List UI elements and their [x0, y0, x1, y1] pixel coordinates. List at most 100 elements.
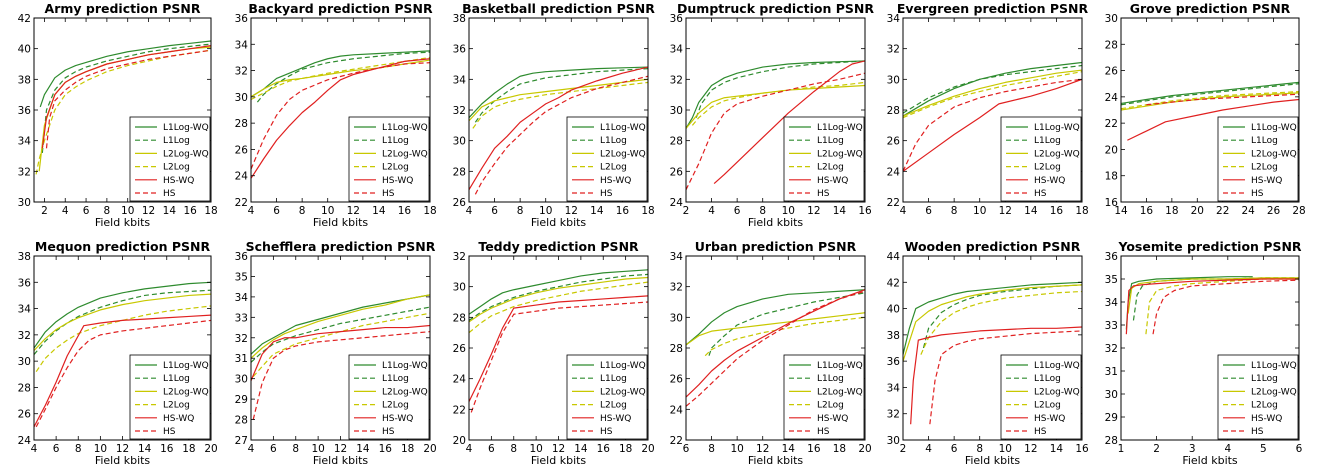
legend-label: L1Log — [600, 136, 627, 146]
y-tick-label: 28 — [453, 312, 466, 324]
legend-label: HS-WQ — [382, 414, 413, 424]
legend-label: L2Log — [817, 163, 844, 173]
y-tick-label: 30 — [670, 105, 683, 117]
y-tick-label: 30 — [1105, 13, 1118, 25]
y-tick-label: 26 — [18, 409, 32, 421]
x-tick-label: 4 — [62, 205, 69, 217]
y-tick-label: 32 — [18, 166, 31, 178]
legend-label: L2Log-WQ — [817, 149, 863, 159]
y-tick-label: 35 — [235, 271, 248, 283]
y-tick-label: 26 — [887, 136, 901, 148]
legend-box — [783, 354, 865, 440]
legend-label: L1Log — [382, 136, 409, 146]
legend-label: HS-WQ — [1034, 176, 1065, 186]
y-tick-label: 22 — [453, 404, 466, 416]
legend-label: HS — [382, 189, 395, 199]
legend: L1Log-WQ L1Log L2Log-WQ L2Log HS-WQ HS — [566, 116, 648, 202]
x-tick-label: 18 — [423, 205, 436, 217]
legend-label: HS — [382, 427, 395, 437]
x-tick-label: 6 — [734, 205, 741, 217]
x-tick-label: 8 — [708, 443, 715, 455]
y-tick-label: 30 — [670, 312, 683, 324]
legend-label: HS-WQ — [817, 414, 848, 424]
y-tick-label: 38 — [18, 251, 31, 263]
series-line-l2log-wq — [1121, 92, 1299, 111]
x-tick-label: 10 — [311, 443, 324, 455]
legend-box — [783, 116, 865, 202]
x-tick-label: 14 — [356, 443, 370, 455]
x-tick-label: 14 — [163, 205, 177, 217]
series-line-hs — [470, 301, 648, 413]
x-tick-label: 10 — [539, 205, 552, 217]
legend-label: L2Log — [1034, 401, 1061, 411]
chart-title: Basketball prediction PSNR — [462, 1, 655, 16]
y-tick-label: 30 — [18, 197, 31, 209]
x-tick-label: 14 — [1050, 443, 1064, 455]
chart-title: Mequon prediction PSNR — [35, 239, 211, 254]
series-line-l2log-wq — [686, 312, 865, 346]
y-tick-label: 34 — [887, 13, 901, 25]
legend-label: L1Log-WQ — [163, 123, 209, 133]
y-tick-label: 24 — [887, 166, 901, 178]
y-tick-label: 32 — [18, 330, 31, 342]
series-line-hs-wq — [686, 289, 865, 398]
x-tick-label: 18 — [204, 205, 217, 217]
x-tick-label: 14 — [833, 205, 847, 217]
y-tick-label: 32 — [887, 44, 900, 56]
x-tick-label: 10 — [973, 205, 986, 217]
legend-label: HS — [163, 189, 176, 199]
y-tick-label: 29 — [235, 394, 248, 406]
series-group — [903, 281, 1082, 425]
series-line-l1log — [41, 43, 211, 153]
series-line-l1log — [474, 68, 648, 123]
series-group — [903, 61, 1082, 172]
y-tick-label: 30 — [453, 282, 466, 294]
y-tick-label: 38 — [887, 330, 900, 342]
legend: L1Log-WQ L1Log L2Log-WQ L2Log HS-WQ HS — [1217, 116, 1299, 202]
legend-label: L2Log — [600, 163, 627, 173]
y-tick-label: 34 — [18, 304, 32, 316]
x-axis-label: Field kbits — [531, 454, 587, 467]
series-line-hs — [474, 75, 648, 195]
x-axis-label: Field kbits — [748, 454, 804, 467]
legend-label: L1Log-WQ — [817, 123, 863, 133]
legend-label: L1Log-WQ — [1034, 361, 1080, 371]
y-tick-label: 44 — [887, 251, 901, 263]
series-line-l1log-wq — [903, 281, 1082, 355]
y-tick-label: 28 — [670, 343, 683, 355]
x-tick-label: 8 — [104, 205, 111, 217]
x-tick-label: 22 — [1216, 205, 1229, 217]
series-line-l1log-wq — [39, 40, 211, 108]
chart-title: Schefflera prediction PSNR — [246, 239, 436, 254]
series-line-hs-wq — [1127, 98, 1299, 141]
series-group — [251, 294, 430, 420]
x-tick-label: 6 — [491, 205, 498, 217]
x-tick-label: 18 — [1165, 205, 1178, 217]
x-tick-label: 4 — [1224, 443, 1231, 455]
x-tick-label: 8 — [951, 205, 958, 217]
series-line-l2log — [1121, 91, 1299, 110]
x-tick-label: 12 — [1024, 443, 1037, 455]
legend-label: L2Log-WQ — [163, 387, 209, 397]
y-tick-label: 34 — [453, 74, 467, 86]
y-tick-label: 34 — [18, 136, 32, 148]
y-tick-label: 28 — [670, 136, 683, 148]
y-tick-label: 26 — [670, 374, 684, 386]
x-tick-label: 16 — [597, 443, 611, 455]
y-tick-label: 30 — [453, 136, 466, 148]
legend: L1Log-WQ L1Log L2Log-WQ L2Log HS-WQ HS — [783, 116, 865, 202]
legend-box — [566, 116, 648, 202]
y-tick-label: 28 — [887, 105, 900, 117]
x-axis-label: Field kbits — [313, 216, 369, 229]
legend-box — [1000, 116, 1082, 202]
series-line-l2log — [903, 71, 1082, 119]
chart-title: Urban prediction PSNR — [695, 239, 857, 254]
legend-label: L2Log — [382, 163, 409, 173]
y-tick-label: 26 — [453, 197, 467, 209]
legend-label: L2Log — [1251, 401, 1278, 411]
series-group — [686, 60, 865, 190]
x-tick-label: 18 — [1075, 205, 1088, 217]
legend-label: HS-WQ — [600, 414, 631, 424]
x-tick-label: 14 — [1114, 205, 1128, 217]
